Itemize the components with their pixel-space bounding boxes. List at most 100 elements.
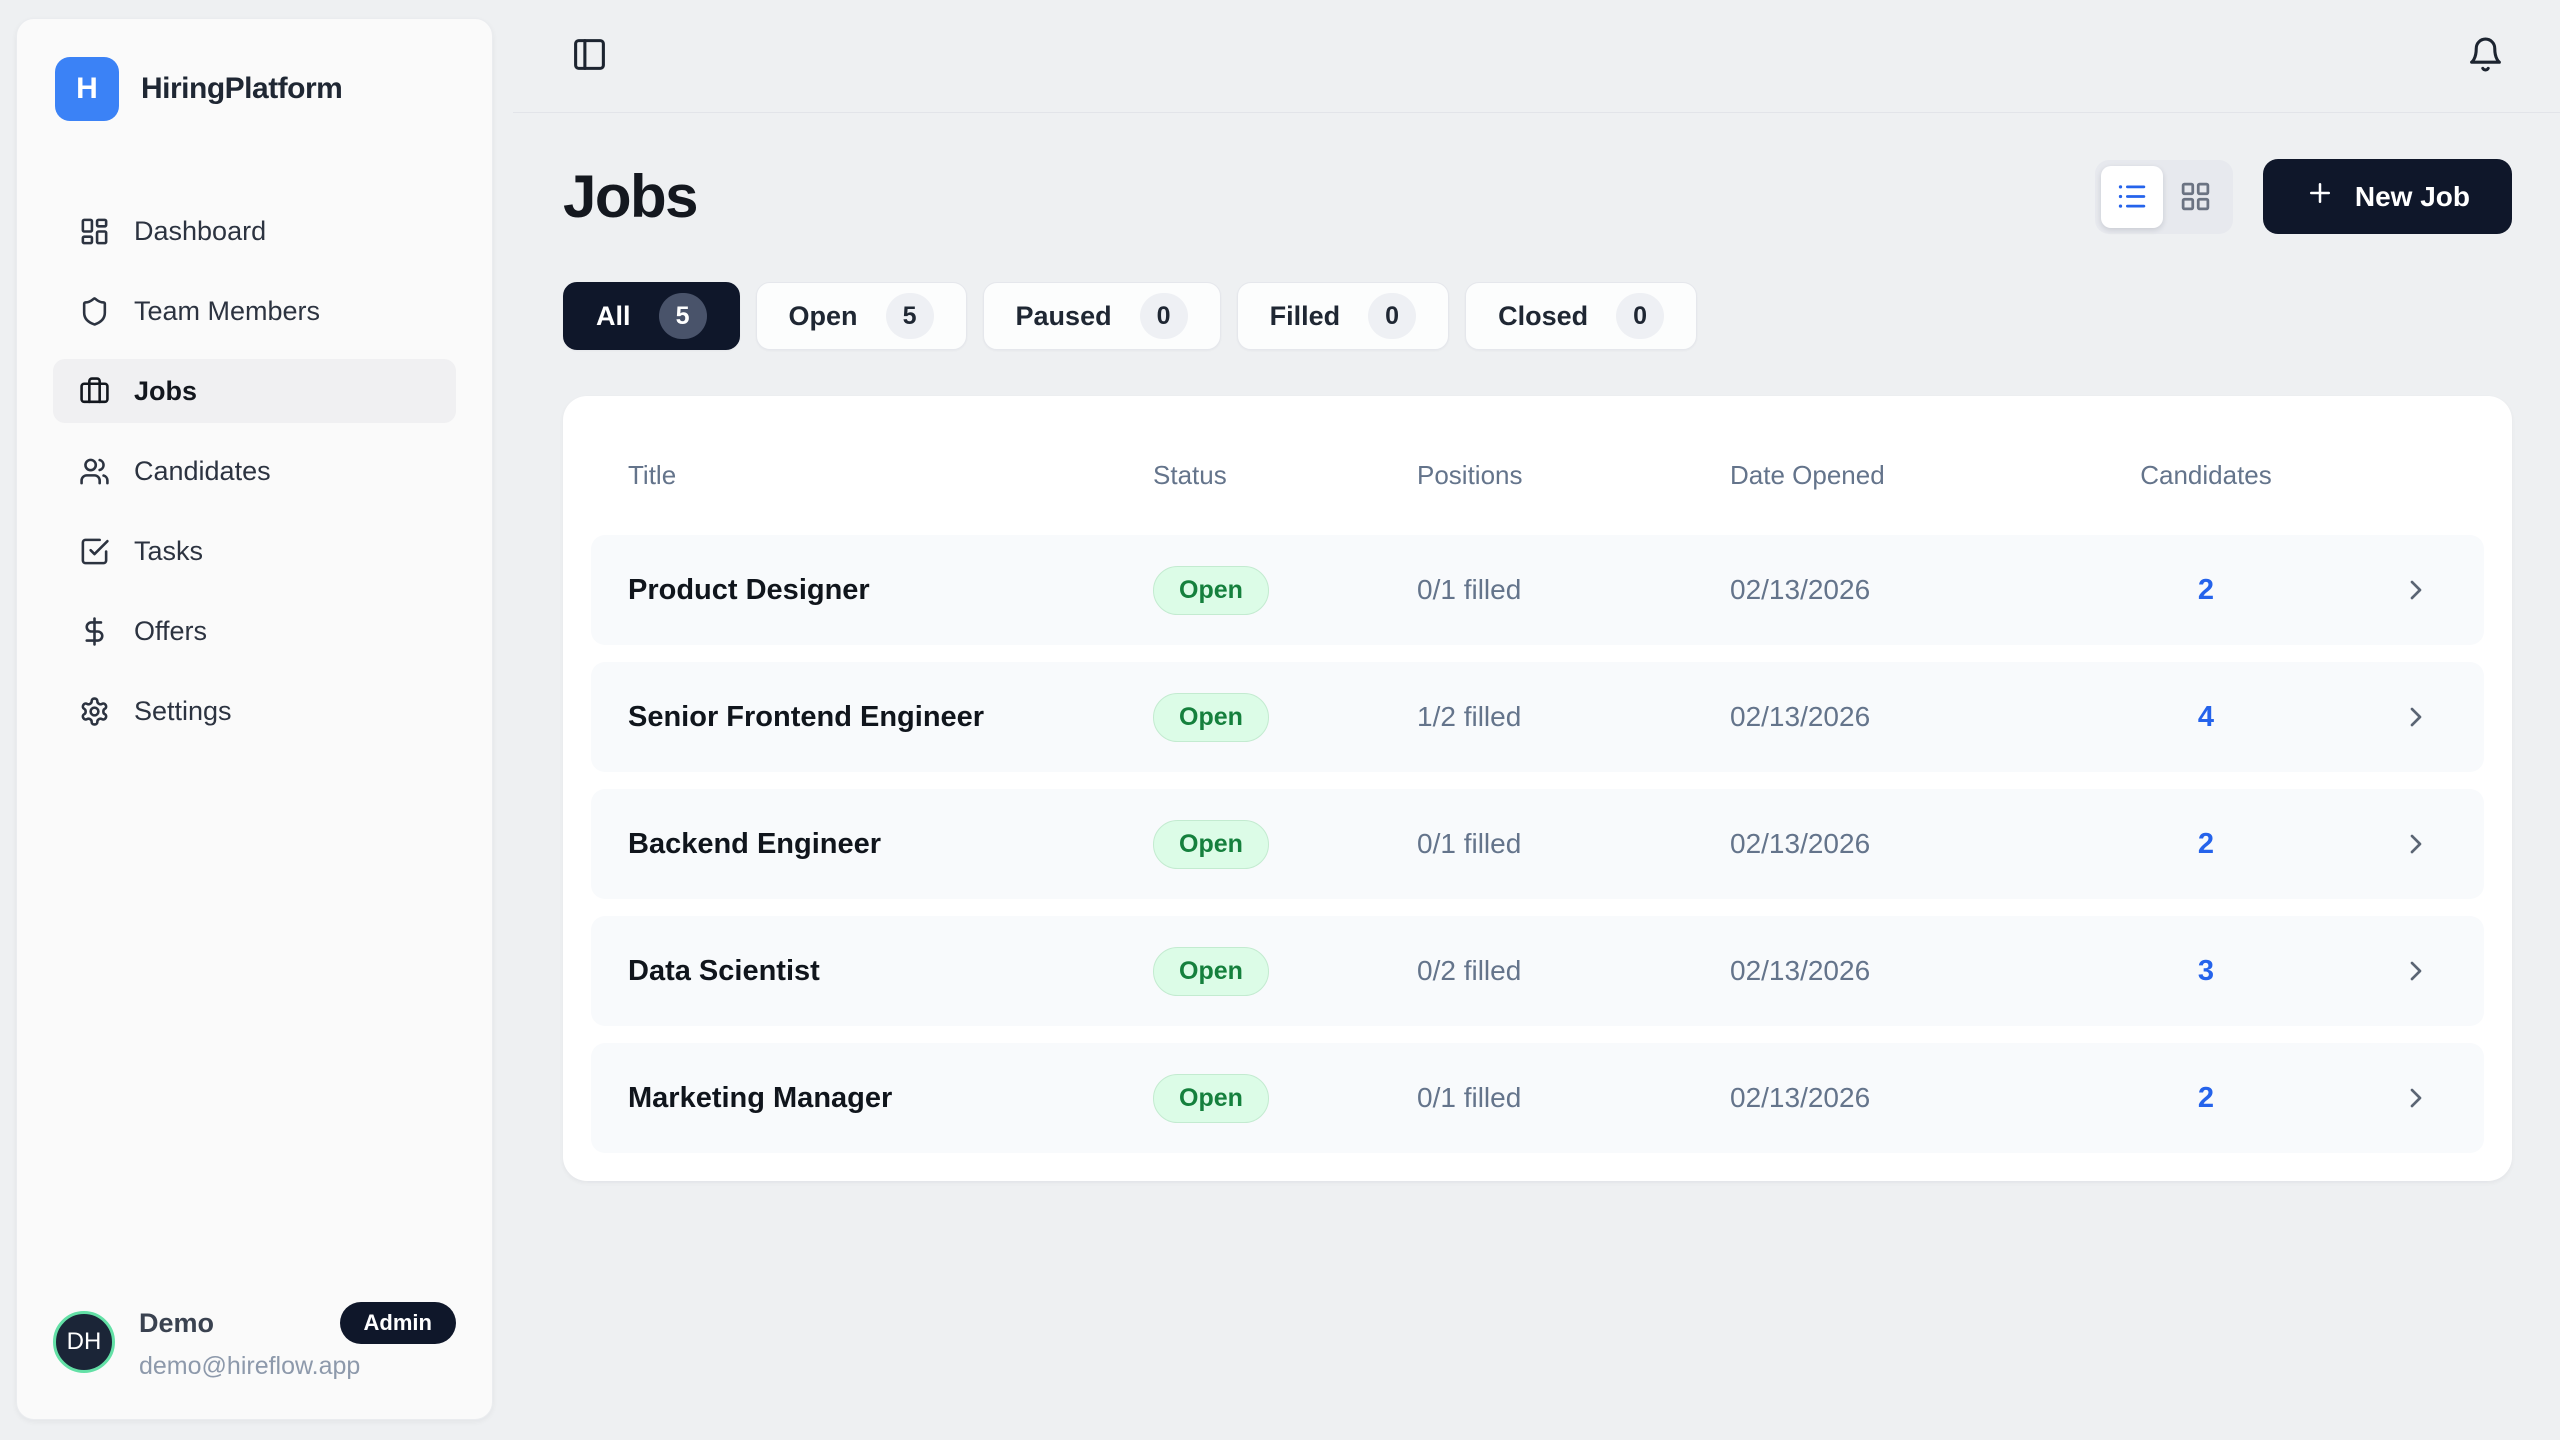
user-profile[interactable]: DH Demo Admin demo@hireflow.app: [53, 1302, 456, 1381]
sidebar-item-settings[interactable]: Settings: [53, 679, 456, 743]
layout-grid-icon: [2179, 180, 2212, 213]
status-badge: Open: [1153, 946, 1269, 996]
topbar: [513, 0, 2560, 113]
table-body: Product Designer Open 0/1 filled 02/13/2026…: [591, 535, 2484, 1153]
filter-label: Paused: [1015, 300, 1112, 331]
filter-count-badge: 0: [1616, 293, 1665, 339]
filter-label: All: [596, 300, 631, 331]
candidates-count: 2: [2197, 1081, 2215, 1114]
header-controls: New Job: [2094, 159, 2512, 234]
job-title: Senior Frontend Engineer: [628, 700, 985, 733]
notifications-button[interactable]: [2467, 36, 2504, 76]
column-header-candidates: Candidates: [2140, 460, 2272, 490]
sidebar-nav: Dashboard Team Members Jobs Candidates Tasks…: [53, 199, 456, 743]
sidebar-item-jobs[interactable]: Jobs: [53, 359, 456, 423]
status-badge: Open: [1153, 692, 1269, 742]
candidates-count: 2: [2197, 573, 2215, 606]
briefcase-icon: [79, 376, 110, 407]
main-area: Jobs New Job All 5 Open 5 Paused 0 Filled 0 Clos…: [513, 0, 2560, 1440]
positions-filled: 0/1 filled: [1417, 1082, 1522, 1113]
sidebar-item-label: Offers: [134, 615, 208, 646]
filter-count-badge: 0: [1368, 293, 1417, 339]
date-opened: 02/13/2026: [1730, 1082, 1871, 1113]
status-badge: Open: [1153, 1073, 1269, 1123]
filter-label: Closed: [1498, 300, 1589, 331]
check-square-icon: [79, 536, 110, 567]
job-title: Data Scientist: [628, 954, 820, 987]
chevron-right-icon: [2400, 701, 2484, 733]
role-badge: Admin: [339, 1302, 456, 1344]
status-badge: Open: [1153, 819, 1269, 869]
table-header: Title Status Positions Date Opened Candidate…: [591, 422, 2484, 535]
status-badge: Open: [1153, 565, 1269, 615]
avatar: DH: [53, 1310, 115, 1373]
sidebar-toggle-button[interactable]: [571, 36, 608, 76]
sidebar-item-label: Team Members: [134, 295, 321, 326]
filter-count-badge: 0: [1139, 293, 1188, 339]
filter-count-badge: 5: [885, 293, 934, 339]
sidebar-item-candidates[interactable]: Candidates: [53, 439, 456, 503]
user-info: Demo Admin demo@hireflow.app: [139, 1302, 456, 1381]
user-name: Demo: [139, 1307, 215, 1338]
page-header: Jobs New Job: [563, 159, 2512, 234]
user-email: demo@hireflow.app: [139, 1352, 361, 1380]
date-opened: 02/13/2026: [1730, 955, 1871, 986]
bell-icon: [2467, 36, 2504, 76]
layout-dashboard-icon: [79, 216, 110, 247]
positions-filled: 0/1 filled: [1417, 574, 1522, 605]
date-opened: 02/13/2026: [1730, 574, 1871, 605]
users-icon: [79, 456, 110, 487]
panel-left-icon: [571, 36, 608, 76]
sidebar-item-dashboard[interactable]: Dashboard: [53, 199, 456, 263]
filter-tab-closed[interactable]: Closed 0: [1465, 282, 1698, 350]
sidebar-item-label: Jobs: [134, 375, 198, 406]
app-logo: H: [55, 57, 119, 121]
candidates-count: 2: [2197, 827, 2215, 860]
filter-tab-filled[interactable]: Filled 0: [1236, 282, 1450, 350]
sidebar: H HiringPlatform Dashboard Team Members Jo…: [16, 18, 493, 1420]
new-job-label: New Job: [2354, 180, 2470, 212]
chevron-right-icon: [2400, 574, 2484, 606]
dollar-sign-icon: [79, 616, 110, 647]
column-header-status: Status: [1153, 460, 1227, 490]
candidates-count: 3: [2197, 954, 2215, 987]
chevron-right-icon: [2400, 1082, 2484, 1114]
view-list-button[interactable]: [2100, 165, 2163, 228]
filter-tab-paused[interactable]: Paused 0: [982, 282, 1221, 350]
column-header-title: Title: [628, 460, 677, 490]
job-title: Marketing Manager: [628, 1081, 893, 1114]
job-row-product-designer[interactable]: Product Designer Open 0/1 filled 02/13/2026…: [591, 535, 2484, 645]
job-row-marketing-manager[interactable]: Marketing Manager Open 0/1 filled 02/13/202…: [591, 1043, 2484, 1153]
sidebar-item-tasks[interactable]: Tasks: [53, 519, 456, 583]
positions-filled: 0/1 filled: [1417, 828, 1522, 859]
job-row-senior-frontend-engineer[interactable]: Senior Frontend Engineer Open 1/2 filled 02…: [591, 662, 2484, 772]
job-title: Product Designer: [628, 573, 870, 606]
job-title: Backend Engineer: [628, 827, 882, 860]
view-layout-grid-button[interactable]: [2165, 166, 2227, 228]
filter-tab-open[interactable]: Open 5: [755, 282, 967, 350]
app-logo-row: H HiringPlatform: [53, 57, 456, 121]
list-icon: [2115, 180, 2148, 213]
positions-filled: 1/2 filled: [1417, 701, 1522, 732]
date-opened: 02/13/2026: [1730, 701, 1871, 732]
job-row-backend-engineer[interactable]: Backend Engineer Open 0/1 filled 02/13/2026…: [591, 789, 2484, 899]
page-title: Jobs: [563, 163, 699, 230]
plus-icon: [2305, 178, 2335, 215]
candidates-count: 4: [2197, 700, 2215, 733]
app-title: HiringPlatform: [141, 72, 343, 105]
jobs-table: Title Status Positions Date Opened Candidate…: [563, 396, 2512, 1181]
filter-tab-all[interactable]: All 5: [563, 282, 740, 350]
column-header-positions: Positions: [1417, 460, 1523, 490]
chevron-right-icon: [2400, 828, 2484, 860]
new-job-button[interactable]: New Job: [2262, 159, 2512, 234]
sidebar-item-label: Candidates: [134, 455, 271, 486]
positions-filled: 0/2 filled: [1417, 955, 1522, 986]
column-header-date-opened: Date Opened: [1730, 460, 1885, 490]
job-row-data-scientist[interactable]: Data Scientist Open 0/2 filled 02/13/2026 3: [591, 916, 2484, 1026]
filter-tabs: All 5 Open 5 Paused 0 Filled 0 Closed 0: [563, 282, 2512, 350]
filter-label: Filled: [1269, 300, 1341, 331]
sidebar-item-offers[interactable]: Offers: [53, 599, 456, 663]
sidebar-item-label: Dashboard: [134, 215, 267, 246]
sidebar-item-team-members[interactable]: Team Members: [53, 279, 456, 343]
